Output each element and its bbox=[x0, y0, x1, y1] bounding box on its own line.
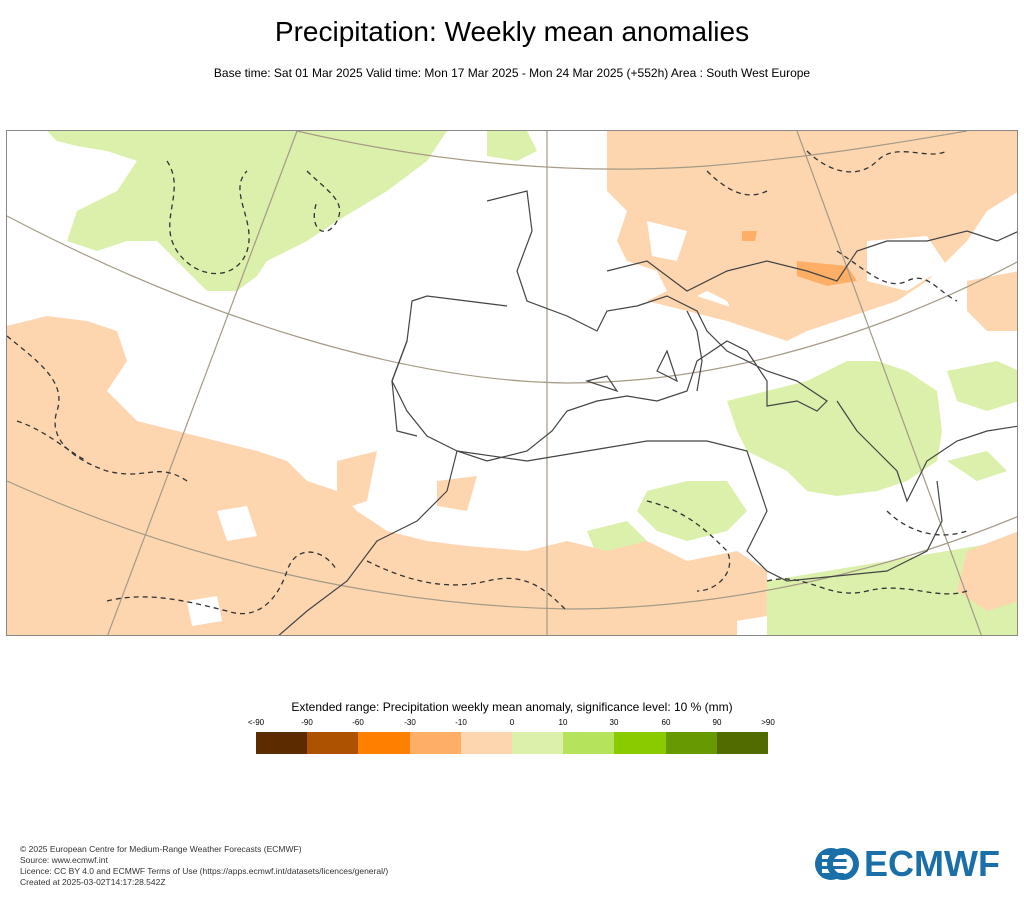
legend-swatch bbox=[460, 732, 512, 754]
negative-anomaly-areas bbox=[7, 131, 1017, 635]
legend-tick: 60 bbox=[661, 718, 671, 727]
legend-tick: 10 bbox=[558, 718, 568, 727]
legend-swatch bbox=[511, 732, 564, 754]
footer-copyright: © 2025 European Centre for Medium-Range … bbox=[20, 844, 302, 854]
legend-swatch bbox=[563, 732, 615, 754]
chart-subtitle: Base time: Sat 01 Mar 2025 Valid time: M… bbox=[213, 66, 811, 80]
neutral-gaps bbox=[187, 221, 947, 635]
strong-negative-spot bbox=[797, 261, 857, 286]
legend-tick: -60 bbox=[352, 718, 364, 727]
ecmwf-logo: ECMWF bbox=[814, 846, 1000, 882]
ecmwf-logo-icon bbox=[815, 848, 859, 880]
legend-tick: 90 bbox=[712, 718, 722, 727]
footer-licence: Licence: CC BY 4.0 and ECMWF Terms of Us… bbox=[20, 866, 389, 876]
legend-swatch bbox=[358, 732, 410, 754]
anomaly-map bbox=[6, 130, 1018, 636]
legend-swatch bbox=[665, 732, 717, 754]
legend-swatch bbox=[307, 732, 359, 754]
significance-contours bbox=[7, 150, 968, 615]
legend-tick: <-90 bbox=[247, 718, 265, 727]
ecmwf-logo-text: ECMWF bbox=[864, 843, 1000, 884]
strong-negative-spot-small bbox=[742, 231, 757, 241]
map-canvas bbox=[7, 131, 1017, 635]
legend-tick: 0 bbox=[509, 718, 515, 727]
legend-swatch bbox=[409, 732, 461, 754]
footer-created: Created at 2025-03-02T14:17:28.542Z bbox=[20, 877, 166, 887]
coastlines bbox=[278, 190, 1017, 635]
legend-tick: 30 bbox=[609, 718, 619, 727]
footer-source: Source: www.ecmwf.int bbox=[20, 855, 108, 865]
legend-swatch bbox=[716, 732, 768, 754]
chart-title: Precipitation: Weekly mean anomalies bbox=[274, 16, 750, 47]
legend-title: Extended range: Precipitation weekly mea… bbox=[291, 700, 733, 714]
legend-tick: -90 bbox=[301, 718, 313, 727]
legend-tick: >90 bbox=[761, 718, 775, 727]
footer-credits: © 2025 European Centre for Medium-Range … bbox=[20, 844, 388, 888]
legend-ticks: <-90 -90 -60 -30 -10 0 10 30 60 90 >90 bbox=[0, 718, 1024, 730]
legend-colorbar bbox=[256, 732, 768, 754]
legend-swatch bbox=[256, 732, 308, 754]
legend-tick: -10 bbox=[455, 718, 467, 727]
legend-swatch bbox=[614, 732, 666, 754]
graticule bbox=[7, 131, 1017, 635]
legend-tick: -30 bbox=[404, 718, 416, 727]
